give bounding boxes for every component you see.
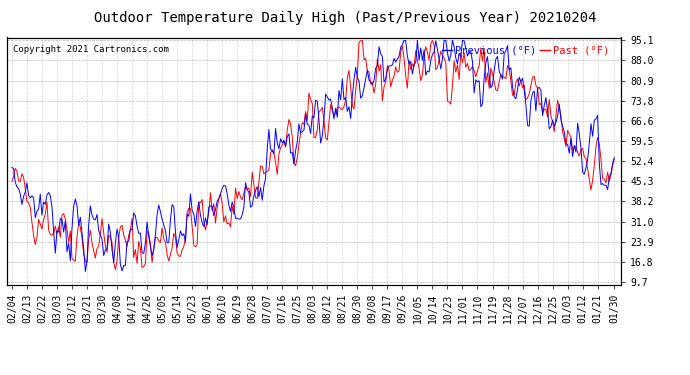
Legend: Previous (°F), Past (°F): Previous (°F), Past (°F) <box>442 45 610 55</box>
Text: Copyright 2021 Cartronics.com: Copyright 2021 Cartronics.com <box>13 45 169 54</box>
Text: Outdoor Temperature Daily High (Past/Previous Year) 20210204: Outdoor Temperature Daily High (Past/Pre… <box>94 11 596 25</box>
